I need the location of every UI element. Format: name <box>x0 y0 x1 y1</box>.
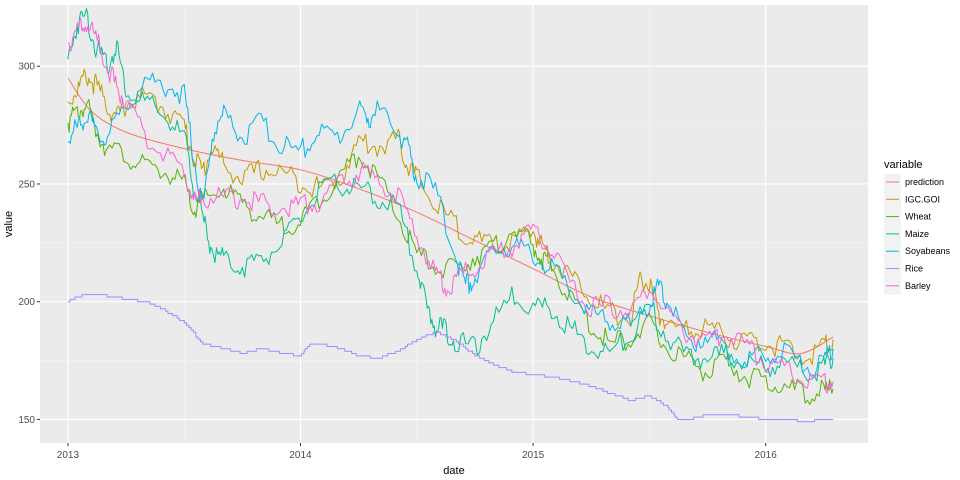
legend-label: Barley <box>905 281 931 291</box>
y-tick-label: 300 <box>18 62 35 73</box>
y-tick-label: 200 <box>18 297 35 308</box>
legend-title: variable <box>884 159 923 171</box>
series-line-rice <box>67 294 834 423</box>
x-tick-label: 2014 <box>289 450 312 461</box>
x-axis-title: date <box>443 465 464 477</box>
y-tick-label: 150 <box>18 415 35 426</box>
x-tick-label: 2013 <box>57 450 80 461</box>
x-tick-label: 2015 <box>522 450 545 461</box>
legend: variable prediction IGC.GOI Wheat Maize Soya… <box>884 159 951 295</box>
series-line-maize <box>67 8 834 382</box>
series-lines <box>67 8 834 423</box>
legend-label: prediction <box>905 177 944 187</box>
legend-label: IGC.GOI <box>905 194 940 204</box>
legend-label: Wheat <box>905 212 932 222</box>
y-axis-ticks: 150 200 250 300 <box>18 62 40 426</box>
series-line-wheat <box>67 99 834 405</box>
y-tick-label: 250 <box>18 179 35 190</box>
plot-panel <box>40 5 868 443</box>
legend-label: Maize <box>905 229 929 239</box>
legend-key <box>884 243 901 261</box>
x-tick-label: 2016 <box>755 450 778 461</box>
legend-label: Rice <box>905 264 923 274</box>
series-line-prediction <box>67 77 834 355</box>
y-axis-title: value <box>3 211 15 237</box>
legend-label: Soyabeans <box>905 246 951 256</box>
series-line-barley <box>67 17 834 394</box>
series-line-igc-goi <box>67 68 834 366</box>
x-axis-ticks: 2013 2014 2015 2016 <box>57 443 777 461</box>
